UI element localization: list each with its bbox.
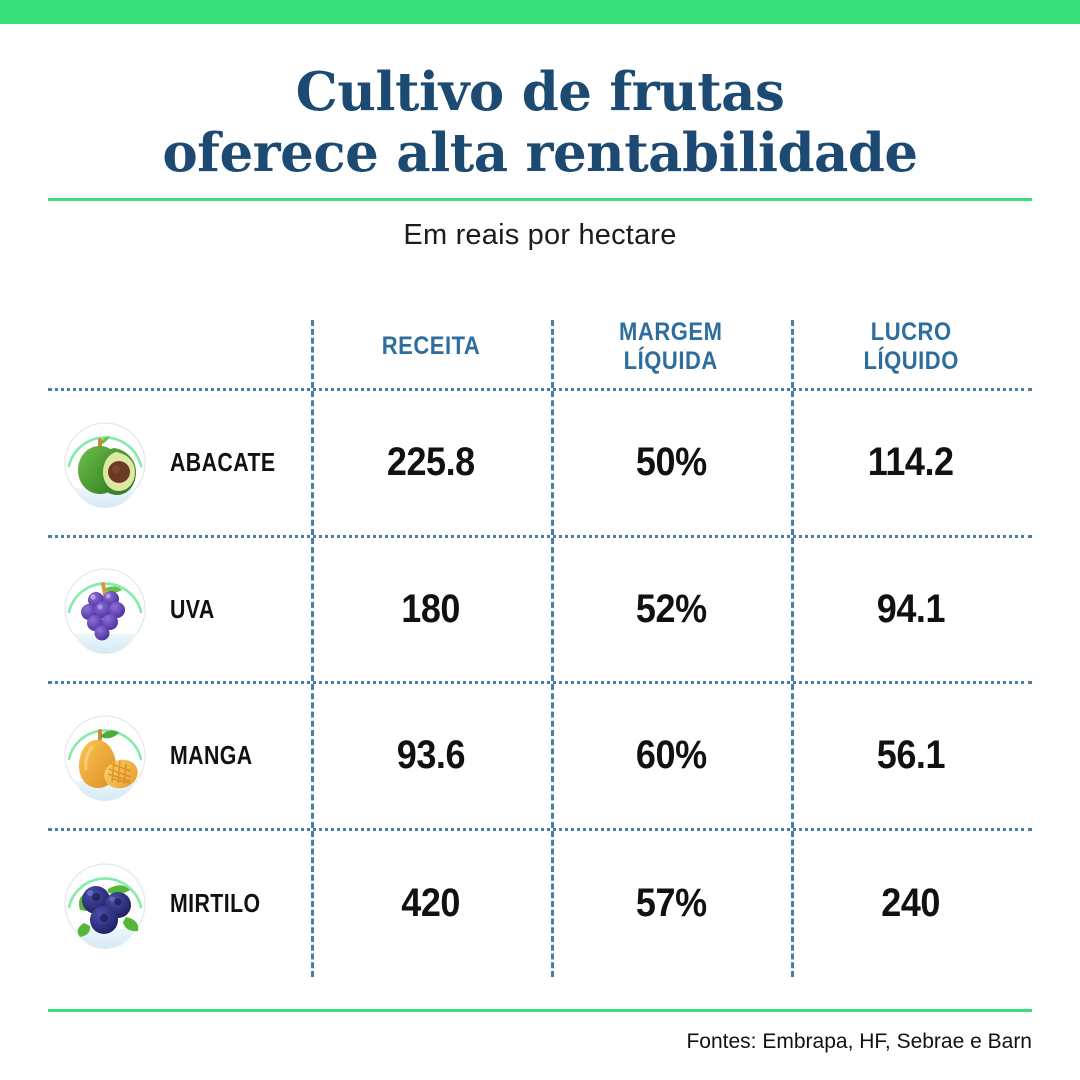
divider-green-bottom — [48, 1009, 1032, 1012]
column-header-label: MARGEM LÍQUIDA — [619, 317, 723, 376]
table-row: ABACATE 225.8 50% 114.2 — [48, 391, 1032, 538]
row-fruit-cell: MANGA — [48, 684, 311, 828]
grape-icon — [56, 560, 154, 658]
cell-margem-liquida: 52% — [551, 537, 791, 682]
mango-icon — [56, 707, 154, 805]
cell-receita: 420 — [311, 830, 551, 978]
header-cell-fruit — [48, 306, 311, 388]
cell-value: 420 — [401, 881, 461, 926]
cell-value: 56.1 — [876, 733, 946, 778]
table-row: UVA 180 52% 94.1 — [48, 537, 1032, 684]
cell-receita: 225.8 — [311, 391, 551, 535]
cell-lucro-liquido: 56.1 — [791, 684, 1031, 828]
blueberry-icon — [56, 855, 154, 953]
fruit-name: MIRTILO — [170, 888, 261, 919]
header-cell-lucro: LUCRO LÍQUIDO — [791, 306, 1031, 388]
cell-value: 57% — [635, 881, 707, 926]
cell-value: 225.8 — [387, 440, 475, 485]
cell-value: 50% — [635, 440, 707, 485]
table-header-row: RECEITA MARGEM LÍQUIDA LUCRO LÍQUIDO — [48, 306, 1032, 391]
avocado-icon — [56, 414, 154, 512]
title-block: Cultivo de frutas oferece alta rentabili… — [0, 62, 1080, 184]
row-fruit-cell: MIRTILO — [48, 831, 311, 978]
cell-receita: 180 — [311, 537, 551, 682]
subtitle: Em reais por hectare — [403, 219, 677, 251]
column-header-label: LUCRO LÍQUIDO — [863, 317, 959, 376]
row-fruit-cell: UVA — [48, 538, 311, 682]
cell-lucro-liquido: 94.1 — [791, 537, 1031, 682]
fruit-name: ABACATE — [170, 447, 276, 478]
cell-value: 114.2 — [868, 440, 954, 485]
cell-value: 93.6 — [396, 733, 466, 778]
cell-lucro-liquido: 114.2 — [791, 391, 1031, 535]
table-row: MIRTILO 420 57% 240 — [48, 830, 1032, 978]
cell-value: 180 — [401, 586, 461, 631]
table-row: MANGA 93.6 60% 56.1 — [48, 684, 1032, 831]
data-table: RECEITA MARGEM LÍQUIDA LUCRO LÍQUIDO — [48, 306, 1032, 978]
cell-receita: 93.6 — [311, 684, 551, 828]
cell-value: 94.1 — [876, 586, 946, 631]
cell-value: 240 — [881, 881, 941, 926]
cell-lucro-liquido: 240 — [791, 830, 1031, 978]
source-note: Fontes: Embrapa, HF, Sebrae e Barn — [686, 1030, 1032, 1053]
divider-green-top — [48, 198, 1032, 201]
row-fruit-cell: ABACATE — [48, 391, 311, 535]
page-title: Cultivo de frutas oferece alta rentabili… — [162, 61, 918, 184]
cell-value: 52% — [635, 586, 707, 631]
cell-value: 60% — [635, 733, 707, 778]
cell-margem-liquida: 50% — [551, 391, 791, 535]
fruit-name: MANGA — [170, 740, 253, 771]
column-header-label: RECEITA — [381, 332, 481, 361]
top-green-bar — [0, 0, 1080, 24]
cell-margem-liquida: 60% — [551, 684, 791, 828]
cell-margem-liquida: 57% — [551, 830, 791, 978]
header-cell-receita: RECEITA — [311, 306, 551, 388]
header-cell-margem: MARGEM LÍQUIDA — [551, 306, 791, 388]
fruit-name: UVA — [170, 593, 215, 624]
